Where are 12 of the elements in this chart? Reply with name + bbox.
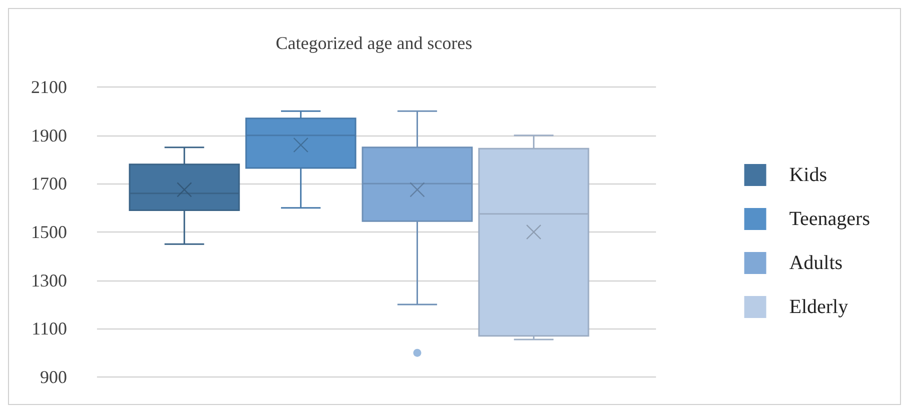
legend-label: Adults [789,252,843,274]
legend-label: Kids [789,164,828,186]
y-tick-label: 900 [40,367,67,387]
y-tick-label: 1900 [31,125,67,146]
y-tick-label: 1300 [31,270,67,290]
y-tick-label: 1500 [31,222,67,242]
y-tick-label: 1700 [31,174,67,194]
chart-title: Categorized age and scores [276,33,472,53]
y-tick-label: 2100 [31,77,67,97]
legend-label: Elderly [789,296,848,318]
legend-label: Teenagers [789,208,870,230]
y-tick-label: 1100 [32,318,67,339]
